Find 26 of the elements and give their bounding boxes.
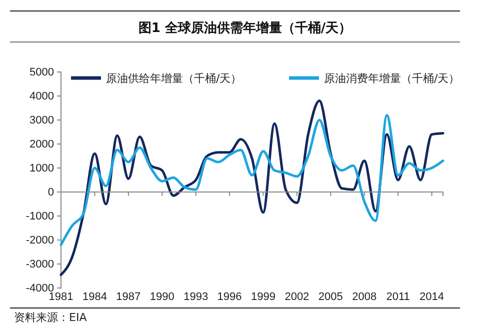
line-series [60, 114, 444, 246]
x-tick-label: 1996 [217, 290, 242, 303]
x-tick-label: 1993 [184, 290, 208, 303]
x-tick-label: 2011 [386, 290, 410, 303]
y-tick-label: 5000 [30, 66, 54, 79]
y-tick-label: 2000 [30, 138, 54, 151]
x-tick-label: 1999 [250, 290, 276, 303]
x-tick-label: 2008 [352, 290, 377, 303]
legend-label: 原油供给年增量（千桶/天） [106, 72, 242, 85]
y-tick-label: 1000 [30, 162, 54, 175]
y-tick-label: 0 [48, 186, 54, 199]
text: 资料来源：EIA [14, 311, 88, 324]
x-tick-label: 1984 [82, 290, 107, 303]
legend-label: 原油消费年增量（千桶/天） [324, 72, 460, 85]
x-tick-label: 2002 [284, 290, 310, 303]
y-tick-label: -2000 [26, 234, 54, 247]
y-tick-label: -1000 [26, 210, 54, 223]
y-tick-label: 4000 [30, 90, 54, 103]
chart-title: 图1 全球原油供需年增量（千桶/天） [138, 20, 352, 36]
x-tick-label: 2014 [420, 290, 444, 303]
x-tick-label: 2005 [318, 290, 343, 303]
x-tick-label: 1990 [150, 290, 174, 303]
y-tick-label: -3000 [26, 258, 54, 271]
x-tick-label: 1981 [48, 290, 74, 303]
y-tick-label: 3000 [30, 114, 54, 127]
x-tick-label: 1987 [116, 290, 141, 303]
